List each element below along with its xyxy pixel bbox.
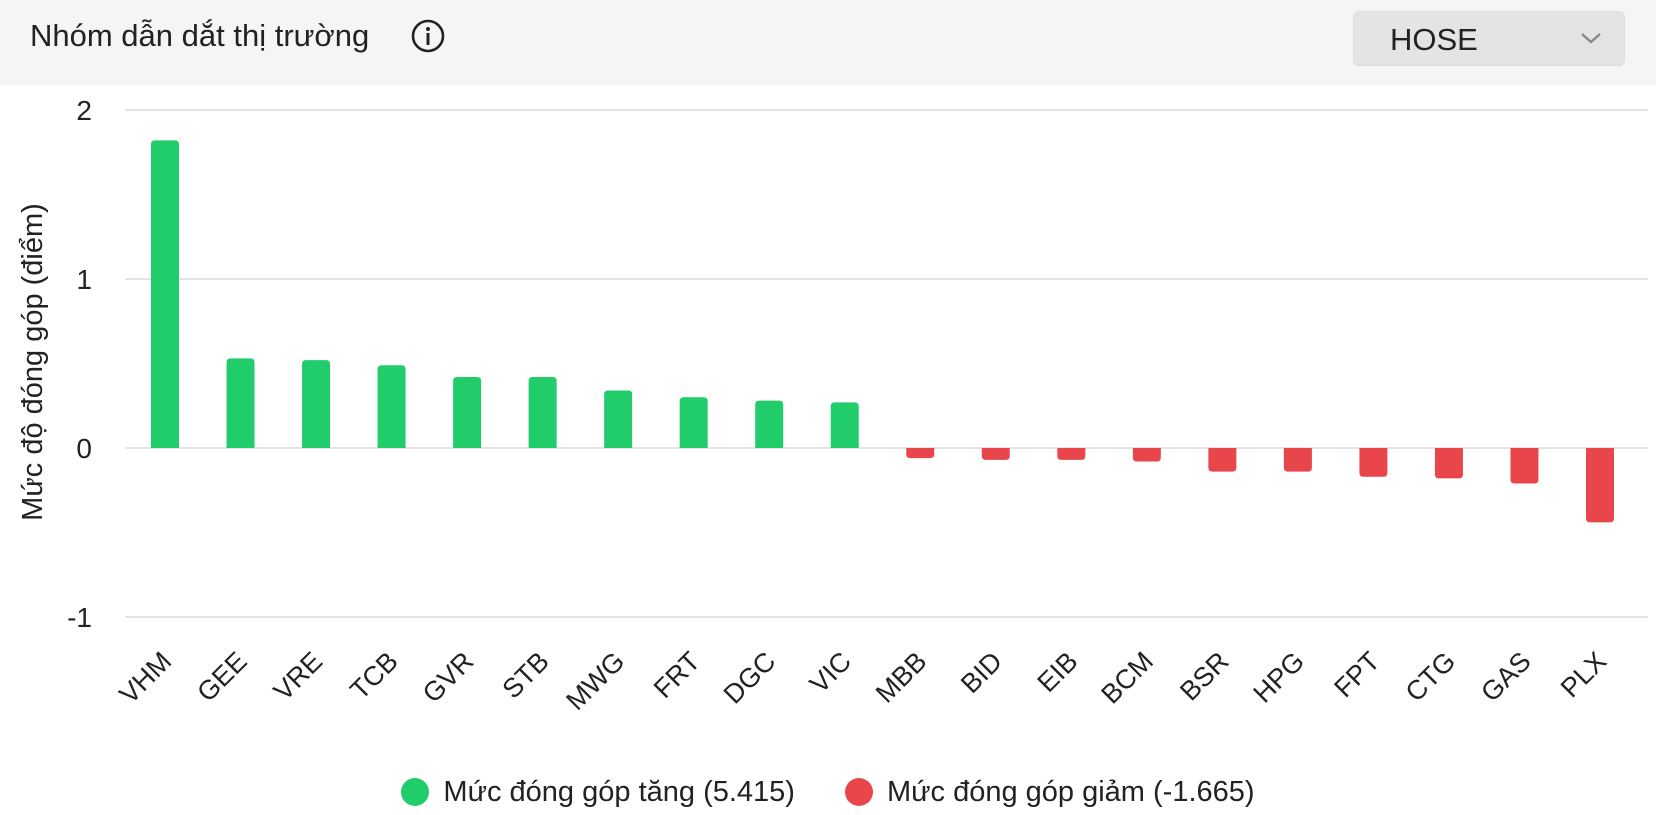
x-tick-label: MBB xyxy=(870,646,933,709)
bar-hpg[interactable] xyxy=(1283,448,1312,472)
bar-fpt[interactable] xyxy=(1359,448,1388,477)
x-tick-label: VRE xyxy=(268,646,328,706)
bar-tcb[interactable] xyxy=(377,365,406,448)
chevron-down-icon xyxy=(1581,33,1601,44)
x-tick-label: BSR xyxy=(1174,646,1234,706)
bar-eib[interactable] xyxy=(1057,448,1086,460)
bar-vre[interactable] xyxy=(302,360,331,448)
bar-mwg[interactable] xyxy=(604,390,633,448)
bar-gvr[interactable] xyxy=(453,377,482,448)
bar-frt[interactable] xyxy=(679,397,708,448)
y-tick-label: -1 xyxy=(67,602,92,633)
x-tick-label: PLX xyxy=(1555,646,1612,703)
exchange-select-value: HOSE xyxy=(1390,22,1478,57)
x-tick-label: GAS xyxy=(1475,646,1537,708)
x-tick-label: GVR xyxy=(417,646,480,709)
x-tick-label: BCM xyxy=(1095,646,1159,710)
chart-header: Nhóm dẫn dắt thị trường HOSE xyxy=(0,0,1656,85)
bar-plx[interactable] xyxy=(1586,448,1614,523)
legend-item-negative[interactable]: Mức đóng góp giảm (-1.665) xyxy=(844,775,1255,809)
x-tick-label: HPG xyxy=(1248,646,1311,709)
bar-vic[interactable] xyxy=(830,402,859,448)
legend-label-positive: Mức đóng góp tăng (5.415) xyxy=(443,775,795,808)
x-tick-label: BID xyxy=(955,646,1008,699)
x-tick-label: FPT xyxy=(1328,646,1385,703)
bar-bsr[interactable] xyxy=(1208,448,1237,472)
legend-dot-positive xyxy=(401,778,430,806)
legend-item-positive[interactable]: Mức đóng góp tăng (5.415) xyxy=(401,776,795,809)
y-tick-label: 1 xyxy=(76,264,92,295)
x-tick-label: DGC xyxy=(718,646,782,710)
bar-stb[interactable] xyxy=(528,377,557,448)
legend-label-negative: Mức đóng góp giảm (-1.665) xyxy=(886,775,1255,808)
bar-mbb[interactable] xyxy=(906,448,935,459)
bar-gee[interactable] xyxy=(226,358,255,448)
y-axis-label: Mức độ đóng góp (điểm) xyxy=(17,203,49,521)
chart-legend: Mức đóng góp tăng (5.415) Mức đóng góp g… xyxy=(0,770,1656,814)
exchange-select[interactable]: HOSE xyxy=(1353,11,1625,66)
x-tick-label: STB xyxy=(497,646,555,704)
x-tick-label: CTG xyxy=(1400,646,1462,708)
legend-dot-negative xyxy=(844,778,873,806)
y-tick-label: 2 xyxy=(76,95,92,126)
bar-ctg[interactable] xyxy=(1434,448,1463,479)
bar-bcm[interactable] xyxy=(1132,448,1161,462)
x-tick-label: FRT xyxy=(648,646,706,704)
x-tick-label: EIB xyxy=(1032,646,1084,698)
chart-title: Nhóm dẫn dắt thị trường xyxy=(30,18,370,53)
x-tick-label: GEE xyxy=(191,646,253,708)
x-tick-label: TCB xyxy=(344,646,403,705)
bar-vhm[interactable] xyxy=(151,140,179,449)
bar-gas[interactable] xyxy=(1510,448,1539,484)
x-tick-label: MWG xyxy=(560,646,630,716)
info-circle-icon[interactable] xyxy=(410,18,446,54)
x-tick-label: VHM xyxy=(114,646,178,710)
x-tick-label: VIC xyxy=(804,646,857,699)
bar-bid[interactable] xyxy=(981,448,1010,460)
y-tick-label: 0 xyxy=(76,433,92,464)
bar-dgc[interactable] xyxy=(755,400,784,448)
